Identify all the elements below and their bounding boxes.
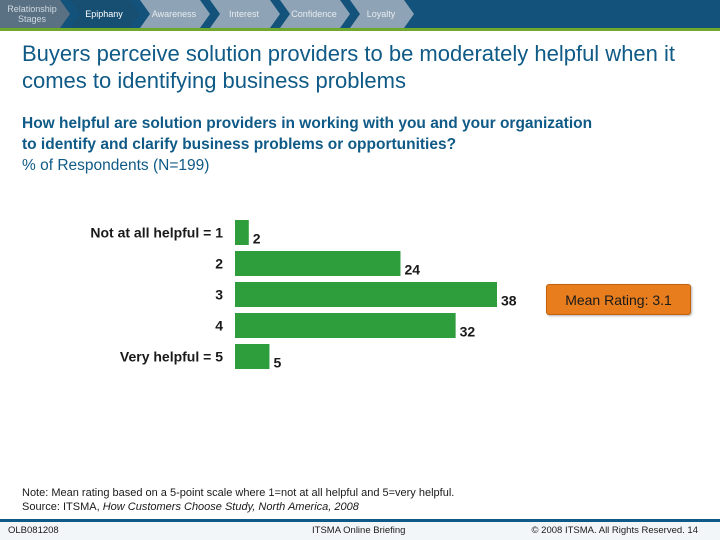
footer-rule <box>0 519 720 522</box>
bar-1 <box>235 220 249 245</box>
footer-code: OLB081208 <box>8 525 59 536</box>
note-scale: Note: Mean rating based on a 5-point sca… <box>22 487 455 499</box>
survey-question: How helpful are solution providers in wo… <box>22 113 712 176</box>
mean-rating-callout: Mean Rating: 3.1 <box>546 284 691 315</box>
accent-rule <box>0 28 720 31</box>
stage-navigation: Relationship Stages Epiphany Awareness I… <box>0 0 720 28</box>
nav-chevron-awareness <box>140 0 210 28</box>
bar-5 <box>235 344 270 369</box>
slide-footer: OLB081208 ITSMA Online Briefing © 2008 I… <box>0 519 720 540</box>
nav-relationship-stages[interactable]: Relationship Stages <box>7 4 57 24</box>
bar-3 <box>235 282 497 307</box>
slide-title: Buyers perceive solution providers to be… <box>22 41 676 93</box>
nav-confidence[interactable]: Confidence <box>291 9 337 19</box>
footer-bar <box>0 522 720 540</box>
stage-chevrons <box>0 0 720 28</box>
helpfulness-bar-chart: Not at all helpful = 1 2 2 24 3 38 4 32 Very hel… <box>90 220 517 371</box>
chart-note: Note: Mean rating based on a 5-point sca… <box>22 486 454 514</box>
source-prefix: Source: ITSMA, <box>22 501 100 513</box>
nav-loyalty[interactable]: Loyalty <box>366 9 396 19</box>
nav-awareness[interactable]: Awareness <box>151 9 197 19</box>
nav-epiphany[interactable]: Epiphany <box>85 9 123 19</box>
footer-copyright: © 2008 ITSMA. All Rights Reserved. 14 <box>531 525 698 536</box>
question-line-2: to identify and clarify business problem… <box>22 136 457 153</box>
category-label-1: Not at all helpful = 1 <box>90 225 223 241</box>
nav-chevron-interest <box>210 0 280 28</box>
value-label-4: 32 <box>460 324 476 340</box>
nav-chevron-relationship <box>0 0 70 28</box>
value-label-1: 2 <box>253 231 261 247</box>
value-label-3: 38 <box>501 293 517 309</box>
bar-4 <box>235 313 456 338</box>
note-source: Source: ITSMA, How Customers Choose Stud… <box>22 500 454 514</box>
nav-chevron-epiphany <box>70 0 140 28</box>
category-label-3: 3 <box>215 287 223 303</box>
nav-chevron-loyalty <box>350 0 414 28</box>
nav-chevron-confidence <box>280 0 350 28</box>
question-line-1: How helpful are solution providers in wo… <box>22 115 593 132</box>
category-label-2: 2 <box>215 256 223 272</box>
value-label-2: 24 <box>404 262 420 278</box>
respondents-subtitle: % of Respondents (N=199) <box>22 157 210 174</box>
value-label-5: 5 <box>273 355 281 371</box>
footer-event: ITSMA Online Briefing <box>312 525 406 536</box>
source-title: How Customers Choose Study, North Americ… <box>102 501 359 513</box>
bar-2 <box>235 251 401 276</box>
category-label-5: Very helpful = 5 <box>120 349 223 365</box>
category-label-4: 4 <box>215 318 223 334</box>
nav-interest[interactable]: Interest <box>228 9 259 19</box>
